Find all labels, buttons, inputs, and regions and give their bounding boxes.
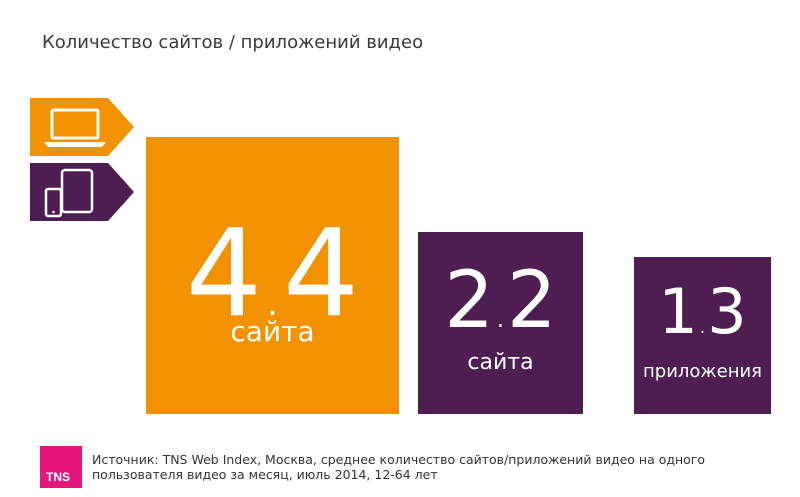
tns-logo: TNS xyxy=(40,446,82,488)
source-line-2: пользователя видео за месяц, июль 2014, … xyxy=(92,467,438,482)
laptop-icon xyxy=(44,108,106,147)
value-label: 1.3 xyxy=(658,275,747,348)
value-bar-3: 1.3 приложения xyxy=(634,257,771,414)
mobile-tile xyxy=(30,163,134,221)
value-bar-1: 4.4 сайта xyxy=(146,137,399,414)
unit-label: сайта xyxy=(467,350,534,375)
value-label: 4.4 xyxy=(185,205,360,344)
value-label: 2.2 xyxy=(444,256,557,346)
source-note: Источник: TNS Web Index, Москва, среднее… xyxy=(92,452,782,482)
unit-label: сайта xyxy=(230,315,315,348)
value-bar-2: 2.2 сайта xyxy=(418,232,583,414)
phone-tablet-icon xyxy=(44,168,94,218)
source-line-1: Источник: TNS Web Index, Москва, среднее… xyxy=(92,452,706,467)
unit-label: приложения xyxy=(643,361,762,382)
chart-title: Количество сайтов / приложений видео xyxy=(42,32,424,53)
desktop-tile xyxy=(30,98,134,156)
